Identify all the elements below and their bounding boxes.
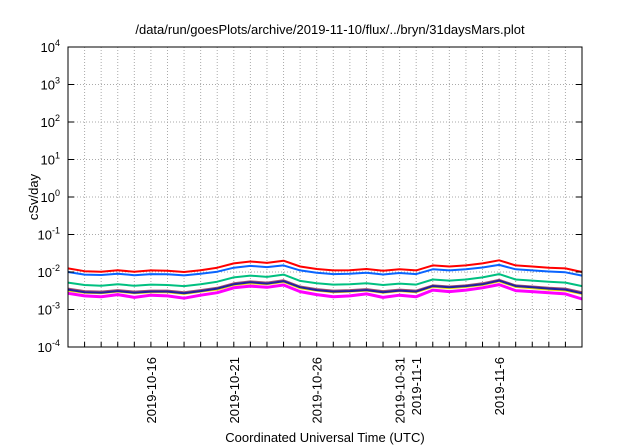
y-tick-label: 10-3 [38,301,60,318]
plot-frame [67,46,583,348]
x-tick-label: 2019-10-21 [227,357,242,424]
x-tick-label: 2019-11-6 [492,357,507,415]
y-tick-label: 103 [41,76,60,93]
y-tick-label: 104 [41,38,60,55]
series-line-red [67,259,583,273]
series-line-magenta [67,283,583,301]
y-tick-label: 10-1 [38,226,60,243]
y-tick-label: 10-4 [38,338,60,355]
x-tick-label: 2019-10-26 [310,357,325,424]
series-line-green [67,273,583,288]
y-tick-label: 100 [41,188,60,205]
y-tick-label: 10-2 [38,263,60,280]
x-axis-label: Coordinated Universal Time (UTC) [225,430,424,445]
y-axis-label: cSv/day [26,173,41,220]
series-line-blue [67,263,583,277]
series-line-navy [67,279,583,295]
chart-title: /data/run/goesPlots/archive/2019-11-10/f… [135,22,525,37]
x-tick-label: 2019-10-31 [393,357,408,424]
x-tick-label: 2019-11-1 [409,357,424,415]
x-tick-label: 2019-10-16 [144,357,159,424]
y-tick-label: 102 [41,113,60,130]
y-tick-label: 101 [41,151,60,168]
